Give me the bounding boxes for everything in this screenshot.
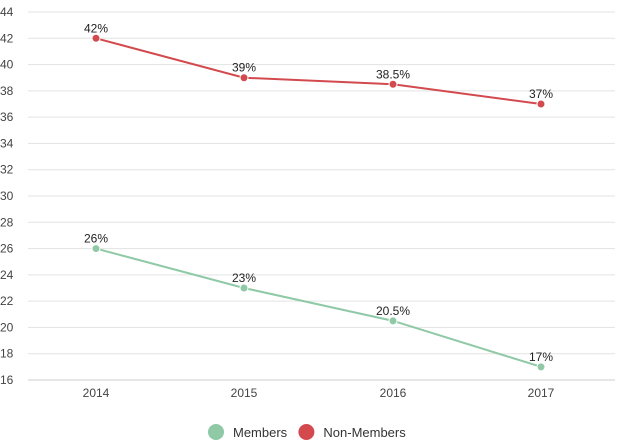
legend-marker [298, 424, 315, 440]
data-label-members: 26% [84, 232, 108, 246]
data-point-non-members[interactable] [536, 99, 546, 109]
data-point-members[interactable] [91, 244, 101, 254]
y-tick-label: 22 [0, 294, 14, 308]
y-tick-label: 28 [0, 215, 14, 229]
x-tick-label: 2017 [528, 386, 555, 400]
data-point-non-members[interactable] [388, 79, 398, 89]
series-members: 26% 23% 20.5% 17% [84, 232, 553, 372]
y-axis-ticks: 16 18 20 22 24 26 28 30 32 34 36 38 40 42 44 [0, 5, 14, 387]
data-label-non-members: 39% [232, 61, 256, 75]
legend-item-members[interactable]: Members [208, 424, 288, 440]
data-label-members: 17% [529, 350, 553, 364]
legend-item-non-members[interactable]: Non-Members [298, 424, 406, 440]
y-tick-label: 38 [0, 84, 14, 98]
data-label-members: 23% [232, 271, 256, 285]
y-tick-label: 44 [0, 5, 14, 19]
y-tick-label: 18 [0, 347, 14, 361]
legend-marker [208, 424, 224, 440]
series: 26% 23% 20.5% 17% 42% 39% 38.5% 37% [84, 21, 553, 372]
data-label-members: 20.5% [376, 304, 410, 318]
y-tick-label: 40 [0, 58, 14, 72]
legend-label: Non-Members [323, 425, 406, 440]
y-tick-label: 32 [0, 163, 14, 177]
data-label-non-members: 42% [84, 21, 108, 35]
data-point-members[interactable] [388, 316, 398, 326]
legend: Members Non-Members [208, 424, 406, 440]
y-tick-label: 34 [0, 136, 14, 150]
grid [28, 11, 615, 381]
data-point-members[interactable] [536, 362, 546, 372]
x-tick-label: 2015 [231, 386, 258, 400]
y-tick-label: 26 [0, 242, 14, 256]
data-point-members[interactable] [239, 283, 249, 293]
x-axis-ticks: 2014 2015 2016 2017 [83, 386, 555, 400]
x-tick-label: 2016 [380, 386, 407, 400]
data-label-non-members: 38.5% [376, 67, 410, 81]
legend-label: Members [233, 425, 288, 440]
data-point-non-members[interactable] [239, 73, 249, 83]
series-line-non-members [95, 37, 542, 105]
series-non-members: 42% 39% 38.5% 37% [84, 21, 553, 109]
y-tick-label: 20 [0, 320, 14, 334]
y-tick-label: 36 [0, 110, 14, 124]
data-point-non-members[interactable] [91, 33, 101, 43]
y-tick-label: 16 [0, 373, 14, 387]
y-tick-label: 24 [0, 268, 14, 282]
y-tick-label: 42 [0, 31, 14, 45]
series-line-members [95, 247, 542, 368]
x-tick-label: 2014 [83, 386, 110, 400]
y-tick-label: 30 [0, 189, 14, 203]
data-label-non-members: 37% [529, 87, 553, 101]
